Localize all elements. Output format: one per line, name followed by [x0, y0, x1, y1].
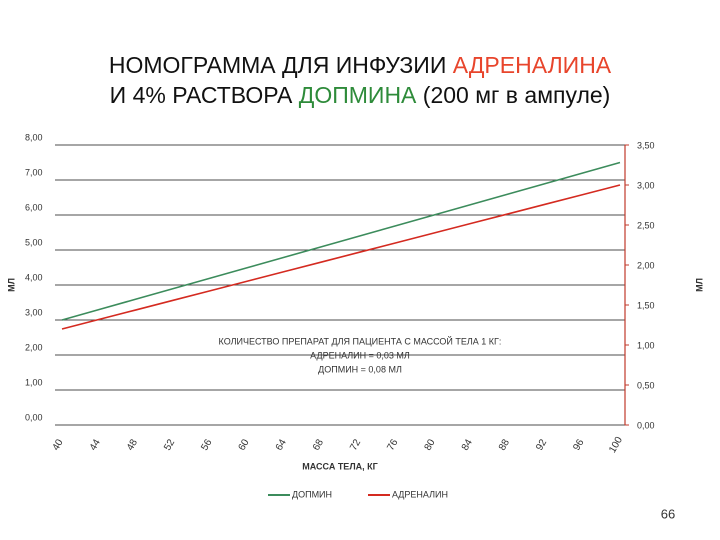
- y-tick-label: 4,00: [25, 272, 43, 282]
- page-number: 66: [661, 506, 675, 521]
- y-axis-label: МЛ: [6, 278, 16, 292]
- y2-tick-label: 3,50: [637, 140, 655, 150]
- x-tick-label: 64: [274, 437, 289, 453]
- x-tick-label: 96: [571, 437, 586, 453]
- x-tick-label: 44: [88, 437, 103, 453]
- y2-tick-label: 1,50: [637, 300, 655, 310]
- x-tick-label: 48: [125, 437, 140, 453]
- x-tick-label: 76: [385, 437, 400, 453]
- title-text: (200 мг в ампуле): [416, 82, 611, 108]
- x-tick-label: 52: [162, 437, 177, 453]
- legend-label: АДРЕНАЛИН: [392, 489, 448, 499]
- x-tick-label: 100: [607, 435, 625, 455]
- title-text: ДОПМИНА: [298, 82, 417, 108]
- y2-tick-label: 1,00: [637, 340, 655, 350]
- slide-title: НОМОГРАММА ДЛЯ ИНФУЗИИ АДРЕНАЛИНА И 4% Р…: [0, 50, 720, 110]
- x-tick-label: 56: [199, 437, 214, 453]
- x-tick-label: 72: [348, 437, 363, 453]
- title-text: АДРЕНАЛИНА: [452, 52, 612, 78]
- y2-tick-label: 0,00: [637, 420, 655, 430]
- y-tick-label: 0,00: [25, 412, 43, 422]
- title-text: НОМОГРАММА ДЛЯ ИНФУЗИИ: [108, 52, 453, 78]
- y-tick-label: 3,00: [25, 307, 43, 317]
- data-line: [61, 161, 621, 321]
- data-line: [61, 184, 621, 330]
- annotation: АДРЕНАЛИН = 0,03 МЛ: [310, 350, 410, 360]
- title-line: НОМОГРАММА ДЛЯ ИНФУЗИИ АДРЕНАЛИНА: [0, 50, 720, 80]
- y2-tick-label: 3,00: [637, 180, 655, 190]
- y2-axis-label: МЛ: [694, 278, 704, 292]
- x-tick-label: 60: [237, 437, 252, 453]
- y2-tick-label: 2,00: [637, 260, 655, 270]
- y2-tick-label: 2,50: [637, 220, 655, 230]
- y2-tick-label: 0,50: [637, 380, 655, 390]
- x-tick-label: 80: [423, 437, 438, 453]
- annotation: КОЛИЧЕСТВО ПРЕПАРАТ ДЛЯ ПАЦИЕНТА С МАССО…: [219, 335, 502, 346]
- y-tick-label: 1,00: [25, 377, 43, 387]
- legend-label: ДОПМИН: [292, 489, 332, 499]
- x-axis-label: МАССА ТЕЛА, КГ: [302, 461, 377, 471]
- x-tick-label: 40: [51, 437, 66, 453]
- title-text: И 4% РАСТВОРА: [109, 82, 299, 108]
- x-tick-label: 84: [460, 437, 475, 453]
- y-tick-label: 5,00: [25, 237, 43, 247]
- x-tick-label: 88: [497, 437, 512, 453]
- y-tick-label: 6,00: [25, 202, 43, 212]
- annotation: ДОПМИН = 0,08 МЛ: [318, 364, 402, 374]
- y-tick-label: 8,00: [25, 132, 43, 142]
- y-tick-label: 7,00: [25, 167, 43, 177]
- x-tick-label: 92: [534, 437, 549, 453]
- title-line: И 4% РАСТВОРА ДОПМИНА (200 мг в ампуле): [0, 80, 720, 110]
- y-tick-label: 2,00: [25, 342, 43, 352]
- x-tick-label: 68: [311, 437, 326, 453]
